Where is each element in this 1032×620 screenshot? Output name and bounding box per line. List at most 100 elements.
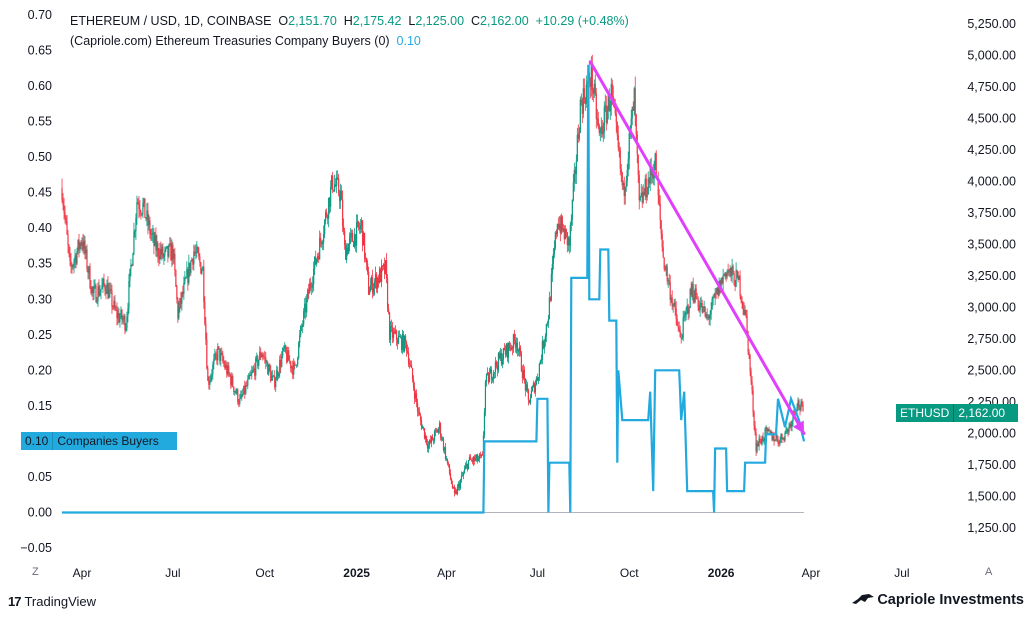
candle-body xyxy=(298,342,300,358)
price-badge-symbol: ETHUSD xyxy=(896,404,955,422)
time-tick-label: Apr xyxy=(73,566,92,580)
candle-body xyxy=(558,223,560,229)
candle-body xyxy=(712,296,714,299)
candle-body xyxy=(430,436,433,443)
right-tick-label: 5,000.00 xyxy=(967,49,1016,63)
candle-body xyxy=(724,272,726,276)
right-tick-label: 3,000.00 xyxy=(967,301,1016,315)
candle-body xyxy=(70,260,72,266)
candle-body xyxy=(286,352,288,362)
candle-body xyxy=(137,202,139,204)
candle-body xyxy=(769,431,771,435)
trendline[interactable] xyxy=(588,60,806,435)
candle-body xyxy=(394,330,397,333)
candle-body xyxy=(455,490,458,494)
candle-body xyxy=(167,245,169,257)
tradingview-logo[interactable]: 17 TradingView xyxy=(8,594,96,609)
candle-body xyxy=(401,334,404,350)
candle-body xyxy=(189,262,191,273)
candle-body xyxy=(202,266,204,271)
candle-body xyxy=(791,420,793,428)
candle-body xyxy=(221,352,223,355)
candle-body xyxy=(509,347,512,350)
candle-body xyxy=(737,271,739,280)
candle-body xyxy=(191,259,193,262)
candle-body xyxy=(309,283,311,294)
candle-body xyxy=(574,169,576,174)
candle-body xyxy=(563,228,565,240)
candle-body xyxy=(312,283,314,288)
candle-body xyxy=(357,221,359,223)
candle-body xyxy=(522,370,524,379)
candle-body xyxy=(385,260,388,279)
candle-body xyxy=(447,463,450,465)
candle-body xyxy=(481,454,484,456)
left-tick-label: 0.50 xyxy=(28,150,52,164)
candle-body xyxy=(679,330,681,338)
right-tick-label: 3,500.00 xyxy=(967,238,1016,252)
candle-body xyxy=(99,291,101,296)
candle-body xyxy=(215,353,217,355)
candle-body xyxy=(602,131,604,135)
candle-body xyxy=(601,126,603,135)
candle-body xyxy=(398,335,401,338)
candle-body xyxy=(431,436,434,441)
candle-body xyxy=(252,369,254,372)
candle-body xyxy=(512,334,515,349)
candle-body xyxy=(223,361,225,364)
candle-body xyxy=(619,149,621,169)
time-tick-label: Apr xyxy=(802,566,821,580)
candle-body xyxy=(538,363,540,378)
candle-body xyxy=(743,308,745,315)
candle-body xyxy=(478,454,481,459)
right-tick-label: 1,250.00 xyxy=(967,521,1016,535)
candle-body xyxy=(159,249,161,260)
candle-body xyxy=(662,247,664,258)
time-tick-label: Jul xyxy=(894,566,909,580)
candle-body xyxy=(263,356,265,358)
candle-body xyxy=(96,301,98,303)
candle-body xyxy=(245,385,247,394)
left-tick-label: 0.00 xyxy=(28,505,52,519)
candle-body xyxy=(187,269,189,284)
candle-body xyxy=(104,285,106,292)
candle-body xyxy=(562,228,564,231)
candle-body xyxy=(726,271,728,277)
candle-body xyxy=(434,430,437,432)
candle-body xyxy=(168,245,170,257)
candle-body xyxy=(515,342,518,348)
candle-body xyxy=(476,454,479,461)
candle-body xyxy=(776,435,778,439)
candle-body xyxy=(94,285,96,287)
zoom-toggle[interactable]: Z xyxy=(32,566,39,578)
candle-body xyxy=(575,161,577,174)
candle-body xyxy=(441,438,444,440)
auto-scale-toggle[interactable]: A xyxy=(985,566,993,578)
candle-body xyxy=(67,234,69,246)
candle-body xyxy=(518,347,520,351)
candle-body xyxy=(517,350,520,352)
candle-body xyxy=(86,249,88,270)
time-tick-label: Oct xyxy=(620,566,639,580)
candle-body xyxy=(584,99,586,104)
candle-body xyxy=(746,315,748,332)
indicator-header[interactable]: (Capriole.com) Ethereum Treasuries Compa… xyxy=(70,34,421,48)
candle-body xyxy=(545,324,547,337)
candle-body xyxy=(492,372,495,380)
candle-body xyxy=(745,309,747,316)
candle-body xyxy=(258,359,260,366)
trendline-arrow[interactable] xyxy=(588,60,806,435)
candle-body xyxy=(133,231,135,254)
candle-body xyxy=(486,372,489,375)
candle-body xyxy=(366,257,368,264)
candle-body xyxy=(346,247,348,260)
candle-body xyxy=(153,232,155,246)
candle-body xyxy=(118,313,120,322)
candle-body xyxy=(465,464,468,467)
candle-body xyxy=(126,316,128,329)
candle-body xyxy=(213,359,215,365)
candle-body xyxy=(464,466,467,470)
candle-body xyxy=(640,192,642,197)
candle-body xyxy=(381,265,384,267)
